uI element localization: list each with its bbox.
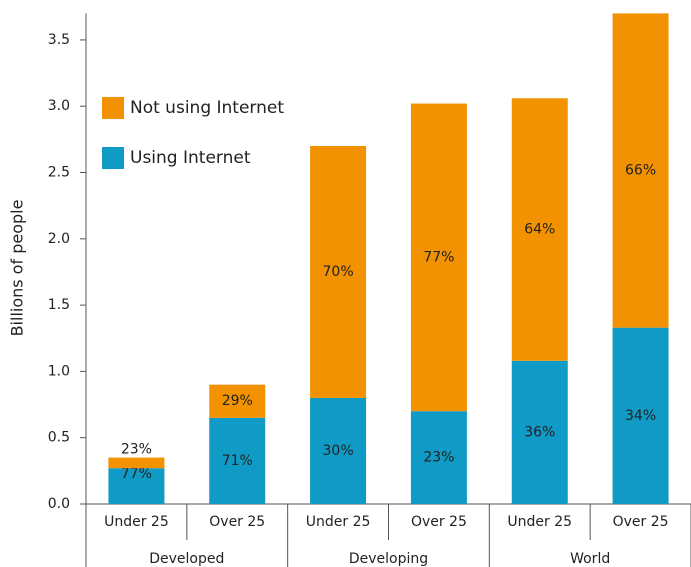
- bar-segment: [511, 98, 568, 361]
- y-tick-label: 1.5: [48, 297, 70, 313]
- bar-segment: [410, 103, 467, 412]
- bar-segment: [310, 145, 367, 398]
- percent-label: 23%: [121, 442, 152, 458]
- percent-label: 77%: [423, 249, 454, 265]
- percent-label: 70%: [323, 264, 354, 280]
- legend-swatch: [102, 147, 124, 169]
- bar-segment: [612, 327, 669, 504]
- y-tick-label: 1.0: [48, 363, 70, 379]
- percent-label: 77%: [121, 466, 152, 482]
- group-label: Developed: [149, 551, 224, 567]
- group-label: Developing: [349, 551, 428, 567]
- y-axis-label: Billions of people: [8, 200, 27, 337]
- percent-label: 34%: [625, 408, 656, 424]
- y-tick-label: 0.5: [48, 430, 70, 446]
- bar-segment: [410, 411, 467, 504]
- x-tick-label: Over 25: [613, 514, 669, 530]
- percent-label: 29%: [222, 393, 253, 409]
- x-tick-label: Under 25: [306, 514, 371, 530]
- percent-label: 36%: [524, 424, 555, 440]
- percent-label: 64%: [524, 222, 555, 238]
- percent-label: 30%: [323, 443, 354, 459]
- bar-segment: [612, 13, 669, 328]
- y-tick-label: 0.0: [48, 496, 70, 512]
- bar-segment: [511, 360, 568, 504]
- percent-label: 71%: [222, 453, 253, 469]
- x-tick-label: Over 25: [411, 514, 467, 530]
- y-tick-label: 2.0: [48, 231, 70, 247]
- y-tick-label: 2.5: [48, 165, 70, 181]
- x-tick-label: Under 25: [104, 514, 169, 530]
- legend-swatch: [102, 97, 124, 119]
- group-label: World: [570, 551, 610, 567]
- legend-label: Using Internet: [130, 148, 251, 168]
- bar-segment: [310, 397, 367, 504]
- y-tick-label: 3.0: [48, 98, 70, 114]
- bar-segment: [108, 457, 165, 469]
- bar-segment: [108, 468, 165, 504]
- x-tick-label: Over 25: [209, 514, 265, 530]
- y-tick-label: 3.5: [48, 32, 70, 48]
- percent-label: 23%: [423, 450, 454, 466]
- percent-label: 66%: [625, 163, 656, 179]
- bar-segment: [209, 417, 266, 504]
- legend-label: Not using Internet: [130, 98, 284, 118]
- x-tick-label: Under 25: [507, 514, 572, 530]
- bar-segment: [209, 384, 266, 418]
